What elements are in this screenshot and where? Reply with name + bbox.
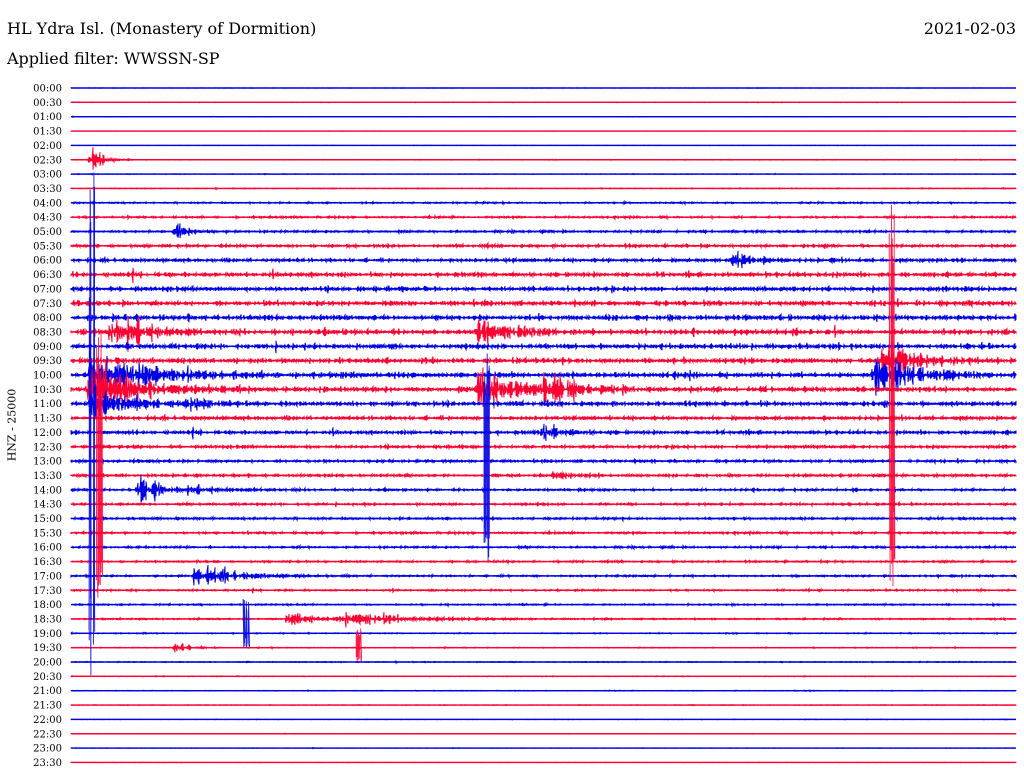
- time-tick-label: 00:00: [33, 84, 62, 95]
- time-tick-label: 22:30: [33, 729, 62, 740]
- time-tick-label: 21:00: [33, 686, 62, 697]
- time-tick-label: 02:00: [33, 141, 62, 152]
- trace-line: [70, 147, 1017, 170]
- event-spike: [483, 353, 490, 562]
- time-tick-label: 21:30: [33, 701, 62, 712]
- time-tick-label: 12:30: [33, 442, 62, 453]
- time-tick-label: 18:00: [33, 600, 62, 611]
- trace-line: [70, 423, 1017, 442]
- time-tick-label: 19:30: [33, 643, 62, 654]
- trace-line: [70, 474, 1017, 503]
- time-tick-label: 06:00: [33, 256, 62, 267]
- time-tick-label: 20:30: [33, 672, 62, 683]
- seismogram-traces: [70, 86, 1017, 764]
- time-tick-label: 13:00: [33, 457, 62, 468]
- time-tick-label: 10:00: [33, 371, 62, 382]
- event-spike: [355, 628, 363, 662]
- time-tick-label: 17:30: [33, 586, 62, 597]
- time-tick-label: 00:30: [33, 98, 62, 109]
- time-tick-label: 06:30: [33, 270, 62, 281]
- time-tick-label: 11:00: [33, 399, 62, 410]
- time-tick-label: 02:30: [33, 155, 62, 166]
- event-spike: [242, 598, 250, 648]
- time-tick-label: 23:00: [33, 744, 62, 755]
- time-tick-label: 05:00: [33, 227, 62, 238]
- time-tick-label: 15:00: [33, 514, 62, 525]
- time-tick-label: 20:00: [33, 658, 62, 669]
- time-tick-label: 13:30: [33, 471, 62, 482]
- event-spike: [88, 172, 96, 676]
- time-tick-label: 10:30: [33, 385, 62, 396]
- event-spikes: [88, 172, 896, 676]
- event-spike: [95, 331, 104, 598]
- time-tick-label: 04:00: [33, 198, 62, 209]
- time-tick-label: 01:30: [33, 127, 62, 138]
- time-tick-label: 22:00: [33, 715, 62, 726]
- time-tick-label: 01:00: [33, 112, 62, 123]
- time-tick-label: 09:30: [33, 356, 62, 367]
- time-tick-label: 15:30: [33, 528, 62, 539]
- time-tick-label: 19:00: [33, 629, 62, 640]
- time-tick-label: 08:00: [33, 313, 62, 324]
- time-tick-label: 03:00: [33, 170, 62, 181]
- time-tick-label: 07:00: [33, 284, 62, 295]
- filter-label: Applied filter: WWSSN-SP: [7, 49, 220, 68]
- time-tick-label: 16:00: [33, 543, 62, 554]
- time-tick-label: 04:30: [33, 213, 62, 224]
- time-tick-label: 09:00: [33, 342, 62, 353]
- time-tick-labels: 00:00 00:30 01:00 01:30 02:00 02:30 03:00 03:30…: [33, 84, 62, 769]
- time-tick-label: 12:00: [33, 428, 62, 439]
- trace-line: [70, 223, 1017, 238]
- trace-line: [70, 340, 1017, 354]
- time-tick-label: 03:30: [33, 184, 62, 195]
- time-tick-label: 07:30: [33, 299, 62, 310]
- trace-line: [70, 612, 1017, 628]
- time-tick-label: 05:30: [33, 241, 62, 252]
- time-tick-label: 16:30: [33, 557, 62, 568]
- time-tick-label: 23:30: [33, 758, 62, 769]
- time-tick-label: 18:30: [33, 614, 62, 625]
- event-spike: [888, 204, 896, 587]
- time-tick-label: 14:00: [33, 485, 62, 496]
- time-tick-label: 17:00: [33, 571, 62, 582]
- record-date: 2021-02-03: [923, 19, 1016, 38]
- time-tick-label: 11:30: [33, 414, 62, 425]
- time-tick-label: 14:30: [33, 500, 62, 511]
- station-title: HL Ydra Isl. (Monastery of Dormition): [7, 19, 317, 38]
- trace-line: [70, 267, 1017, 283]
- time-tick-label: 08:30: [33, 327, 62, 338]
